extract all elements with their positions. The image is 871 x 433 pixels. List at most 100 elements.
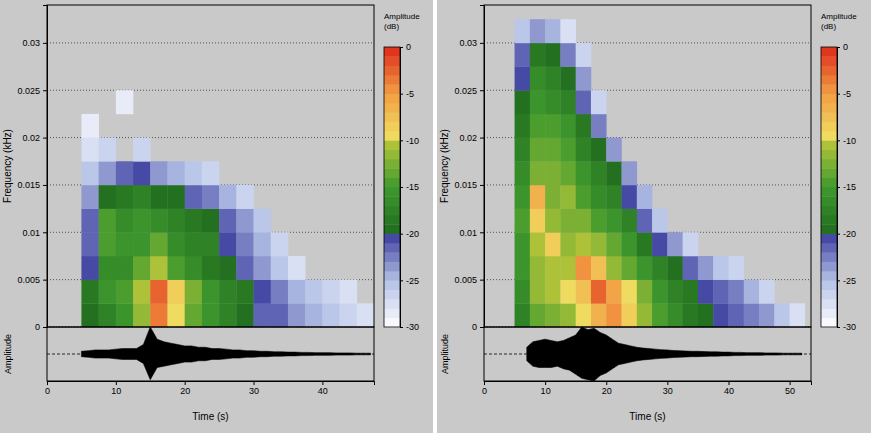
cell	[99, 256, 117, 280]
colorbar-swatch	[821, 290, 837, 300]
cell	[545, 138, 561, 162]
cell	[271, 303, 289, 327]
cell	[530, 138, 546, 162]
cell	[622, 185, 638, 209]
figure: 01020304000.0050.010.0150.020.0250.03Tim…	[0, 0, 871, 433]
y-tick: 0.015	[454, 180, 484, 190]
cell	[591, 209, 607, 233]
colorbar-swatch	[384, 75, 400, 85]
cell	[116, 185, 134, 209]
colorbar-tick-label: -5	[843, 89, 851, 99]
colorbar-frame	[821, 47, 837, 327]
y-tick-mark	[43, 280, 47, 281]
y-tick-mark	[480, 185, 484, 186]
y-tick-label: 0.01	[22, 228, 40, 238]
cell	[236, 232, 254, 256]
colorbar-swatch	[821, 112, 837, 122]
y-tick: 0.01	[22, 228, 47, 238]
cell	[150, 280, 168, 304]
x-tick-mark	[322, 381, 323, 385]
cell	[81, 161, 99, 185]
cell	[606, 209, 622, 233]
colorbar-swatch	[821, 271, 837, 281]
y-axis: 00.0050.010.0150.020.0250.03	[454, 6, 484, 333]
cell	[744, 280, 760, 304]
cell	[236, 209, 254, 233]
cell	[560, 138, 576, 162]
colorbar-tick-mark	[837, 327, 840, 328]
cell	[530, 43, 546, 67]
colorbar-tick: -25	[400, 276, 419, 286]
cell	[99, 303, 117, 327]
cell	[545, 43, 561, 67]
cell	[728, 280, 744, 304]
cell	[606, 185, 622, 209]
panel-background	[437, 0, 871, 433]
colorbar-tick-label: -20	[843, 229, 856, 239]
cell	[591, 303, 607, 327]
waveform-frame	[47, 327, 374, 381]
y-tick-label: 0.015	[454, 180, 477, 190]
colorbar-swatch	[821, 318, 837, 328]
colorbar-swatch	[821, 66, 837, 76]
cell	[515, 43, 531, 67]
cell	[698, 303, 714, 327]
cell	[202, 161, 220, 185]
x-tick-label: 10	[541, 386, 551, 396]
cell	[576, 232, 592, 256]
cell	[116, 232, 134, 256]
cells	[515, 19, 806, 327]
cell	[622, 280, 638, 304]
colorbar-tick-label: -5	[406, 89, 414, 99]
cell	[150, 209, 168, 233]
x-tick: 0	[45, 381, 50, 396]
cell	[254, 232, 272, 256]
cell	[576, 67, 592, 91]
cell	[560, 19, 576, 43]
cell	[622, 303, 638, 327]
cell	[713, 303, 729, 327]
cell	[150, 232, 168, 256]
cell	[185, 161, 203, 185]
cell	[116, 209, 134, 233]
x-tick-mark	[545, 381, 546, 385]
colorbar-swatch	[384, 66, 400, 76]
cell	[606, 138, 622, 162]
colorbar-tick-mark	[400, 140, 403, 141]
y-tick: 0.015	[17, 180, 47, 190]
cell	[340, 280, 358, 304]
cell	[271, 280, 289, 304]
panel: 0102030405000.0050.010.0150.020.0250.03T…	[437, 0, 871, 433]
cell	[759, 280, 775, 304]
cell	[167, 161, 185, 185]
colorbar-title: Amplitude(dB)	[821, 12, 857, 31]
cell	[560, 43, 576, 67]
colorbar-swatch	[384, 196, 400, 206]
cell	[667, 303, 683, 327]
colorbar-swatch	[821, 103, 837, 113]
cell	[545, 114, 561, 138]
cell	[81, 209, 99, 233]
cell	[560, 185, 576, 209]
colorbar-tick-mark	[837, 234, 840, 235]
cell	[81, 256, 99, 280]
colorbar-swatch	[384, 262, 400, 272]
cell	[560, 256, 576, 280]
colorbar-tick: -20	[837, 229, 856, 239]
colorbar-tick-label: -10	[843, 136, 856, 146]
colorbar-swatch	[821, 47, 837, 57]
y-tick-label: 0.03	[22, 38, 40, 48]
cell	[81, 232, 99, 256]
cell	[637, 256, 653, 280]
colorbar-swatch	[821, 299, 837, 309]
cell	[530, 185, 546, 209]
cell	[322, 280, 340, 304]
waveform-axis-title: Amplitude	[3, 334, 13, 374]
colorbar-tick-label: -30	[406, 322, 419, 332]
cell	[167, 232, 185, 256]
cell	[133, 303, 151, 327]
cell	[133, 209, 151, 233]
x-tick-mark	[116, 381, 117, 385]
cell	[560, 232, 576, 256]
cell	[652, 209, 668, 233]
